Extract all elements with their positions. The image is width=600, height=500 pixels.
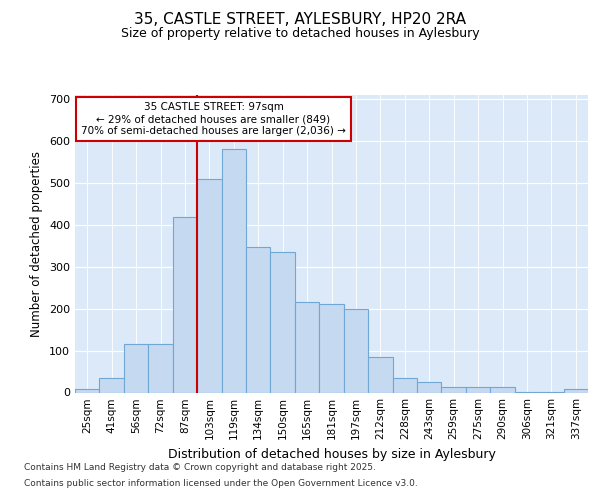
Bar <box>319 304 344 392</box>
Text: Size of property relative to detached houses in Aylesbury: Size of property relative to detached ho… <box>121 28 479 40</box>
Bar <box>148 344 173 393</box>
Bar <box>197 179 221 392</box>
Bar <box>75 389 100 392</box>
Bar <box>271 252 295 392</box>
Bar <box>368 358 392 392</box>
Bar <box>344 308 368 392</box>
Bar <box>246 246 271 392</box>
Bar <box>392 378 417 392</box>
X-axis label: Distribution of detached houses by size in Aylesbury: Distribution of detached houses by size … <box>167 448 496 461</box>
Bar <box>442 386 466 392</box>
Bar <box>124 344 148 393</box>
Text: Contains public sector information licensed under the Open Government Licence v3: Contains public sector information licen… <box>24 478 418 488</box>
Text: 35 CASTLE STREET: 97sqm
← 29% of detached houses are smaller (849)
70% of semi-d: 35 CASTLE STREET: 97sqm ← 29% of detache… <box>81 102 346 136</box>
Bar <box>417 382 442 392</box>
Text: 35, CASTLE STREET, AYLESBURY, HP20 2RA: 35, CASTLE STREET, AYLESBURY, HP20 2RA <box>134 12 466 28</box>
Bar <box>100 378 124 392</box>
Text: Contains HM Land Registry data © Crown copyright and database right 2025.: Contains HM Land Registry data © Crown c… <box>24 464 376 472</box>
Bar <box>295 302 319 392</box>
Bar <box>563 389 588 392</box>
Bar <box>221 150 246 392</box>
Y-axis label: Number of detached properties: Number of detached properties <box>31 151 43 337</box>
Bar <box>173 216 197 392</box>
Bar <box>466 387 490 392</box>
Bar <box>490 387 515 392</box>
